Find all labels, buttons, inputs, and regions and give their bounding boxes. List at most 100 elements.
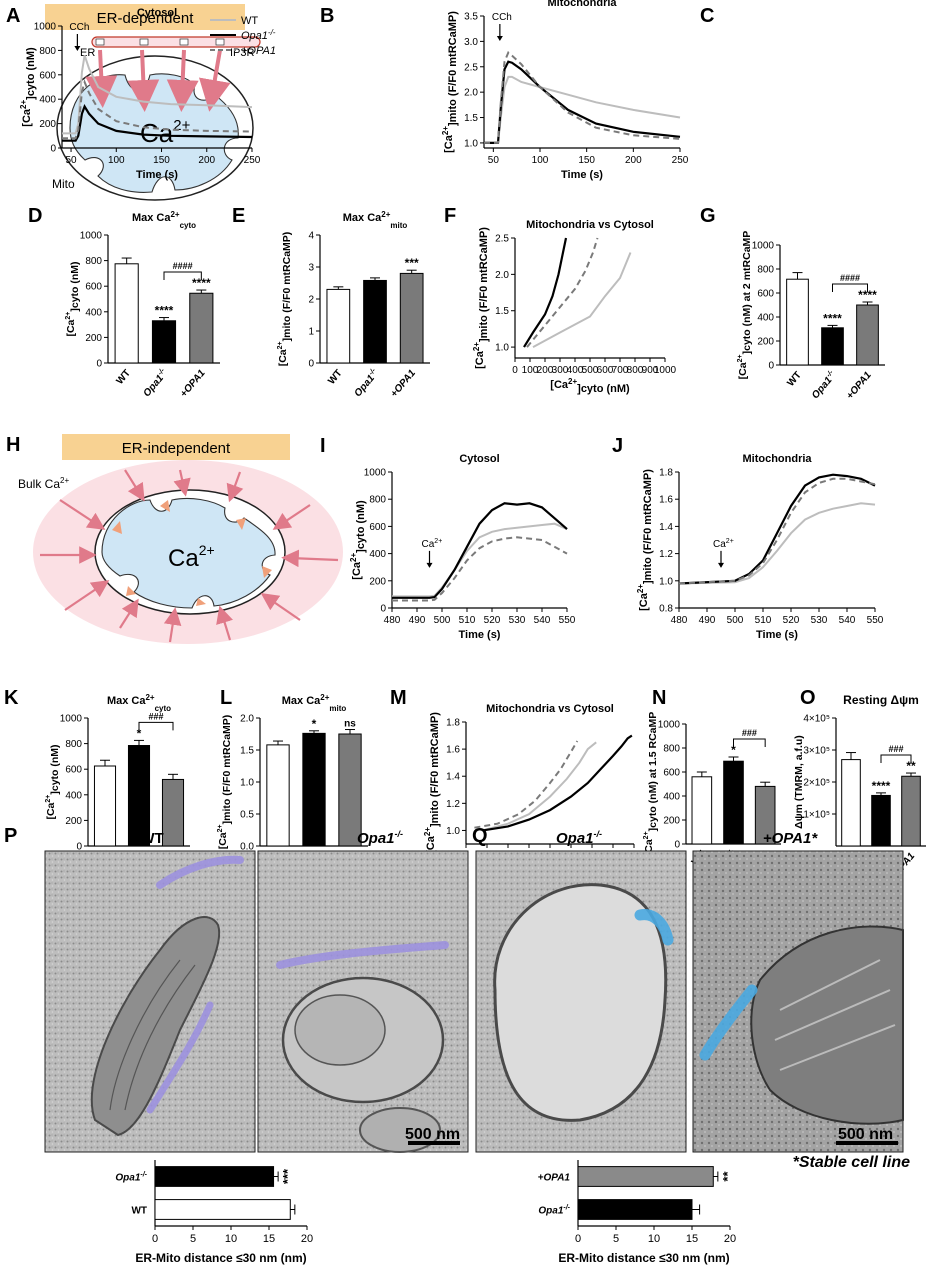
scalebar-label: 500 nm: [405, 1126, 460, 1143]
y-axis-label: [Ca2+]cyto (nM) at 2 mtRCaMP: [737, 231, 753, 380]
bar-2: [189, 292, 214, 364]
y-tick-label: 0: [76, 842, 82, 853]
chart-q-bar: 0 5 10 15 20 ER-Mito distance ≤30 nm (nm) ** +O…: [538, 1160, 736, 1265]
y-axis-label: [Ca2+]mito (F/F0 mtRCaMP): [441, 11, 459, 153]
em-title-plus-opa1: +OPA1*: [763, 830, 818, 847]
x-tick-label: 540: [534, 615, 551, 626]
x-tick-label: 100: [108, 155, 125, 166]
y-tick-label: 3.0: [464, 37, 478, 48]
ip3r-label: IP3R: [230, 47, 255, 59]
chart-p-bar: 0 5 10 15 20 ER-Mito distance ≤30 nm (nm) *** O…: [115, 1160, 313, 1265]
y-tick-label: 1.6: [659, 495, 673, 506]
significance-marker: **: [906, 759, 916, 773]
chart-g: G 0 200 400 600 800 1000[Ca2+]cyto (nM) at 2 m…: [700, 205, 885, 402]
stimulus-label: Ca2+: [713, 538, 734, 550]
y-tick-label: 1.6: [446, 745, 460, 756]
hbar-1: [154, 1199, 291, 1220]
y-axis-label: Δψm (TMRM, a.f.u): [793, 735, 805, 829]
y-tick-label: 3.5: [464, 12, 478, 23]
significance-marker: *: [137, 726, 142, 740]
em-title-wt: WT: [140, 830, 163, 847]
panel-q: Q Opa1-/- +OPA1* 500 nm *Stable cell lin…: [472, 825, 910, 1171]
x-tick-label: 520: [484, 615, 501, 626]
series-line-opa: [523, 237, 568, 348]
y-tick-label: 200: [85, 333, 102, 344]
y-axis-label: [Ca2+]cyto (nM) at 1.5 RCaMP: [643, 712, 659, 857]
chart-title: Max Ca2+mito: [343, 210, 408, 230]
y-tick-label: 400: [757, 313, 774, 324]
category-label: WT: [115, 368, 133, 387]
bar-0: [326, 288, 351, 364]
bulk-label: Bulk Ca2+: [18, 476, 69, 491]
panel-letter: J: [612, 435, 623, 457]
x-axis-label: Time (s): [136, 169, 178, 181]
x-axis-label: ER-Mito distance ≤30 nm (nm): [135, 1251, 306, 1265]
mito-label: Mito: [52, 177, 75, 191]
y-tick-label: 0: [674, 840, 680, 851]
x-tick-label: 520: [783, 615, 800, 626]
y-tick-label: 1×10⁵: [803, 810, 830, 821]
chart-title: Mitochondria vs Cytosol: [526, 219, 654, 231]
y-tick-label: 2.5: [464, 62, 478, 73]
x-tick-label: 250: [672, 155, 689, 166]
y-tick-label: 800: [39, 46, 56, 57]
y-tick-label: 600: [39, 70, 56, 81]
y-tick-label: 400: [65, 790, 82, 801]
category-label: Opa1-/-: [141, 367, 171, 399]
x-tick-label: 20: [301, 1233, 313, 1245]
y-tick-label: 0.0: [240, 842, 254, 853]
series-line-opa: [678, 473, 876, 585]
panel-letter: K: [4, 687, 19, 709]
hbar-1: [577, 1199, 693, 1220]
x-axis-label: Time (s): [756, 629, 798, 641]
y-tick-label: 1.0: [659, 576, 673, 587]
y-tick-label: 1000: [658, 720, 681, 731]
panel-letter: B: [320, 5, 334, 27]
legend-label: Opa1-/-: [241, 28, 276, 42]
x-tick-label: 510: [755, 615, 772, 626]
banner-text: ER-independent: [122, 440, 231, 457]
x-tick-label: 500: [582, 365, 599, 376]
panel-letter: N: [652, 687, 666, 709]
x-tick-label: 700: [612, 365, 629, 376]
series-line-plus: [62, 79, 253, 140]
significance-marker: ****: [155, 304, 174, 318]
chart-title: Mitochondria: [742, 453, 812, 465]
panel-letter: H: [6, 434, 20, 456]
er-membrane: [91, 36, 261, 48]
y-tick-label: 1.8: [659, 468, 673, 479]
bracket-marker: ###: [888, 744, 903, 754]
panel-letter: L: [220, 687, 232, 709]
bar-0: [266, 744, 290, 847]
legend-label: +OPA1: [241, 45, 276, 57]
y-tick-label: 200: [65, 816, 82, 827]
bar-0: [841, 759, 861, 847]
x-tick-label: 400: [567, 365, 584, 376]
bar-2: [399, 272, 424, 364]
er-label: ER: [80, 47, 95, 59]
y-tick-label: 400: [85, 307, 102, 318]
panel-letter: E: [232, 205, 245, 227]
chart-j: J 0.8 1.0 1.2 1.4 1.6 1.8 480 490 500 510 520 530 540…: [612, 435, 884, 641]
x-tick-label: 20: [724, 1233, 736, 1245]
bar-1: [363, 279, 387, 364]
y-tick-label: 200: [663, 816, 680, 827]
chart-title: Mitochondria vs Cytosol: [486, 703, 614, 715]
stimulus-label: CCh: [492, 12, 512, 23]
stimulus-arrowhead: [718, 562, 724, 568]
y-axis-label: [Ca2+]cyto (nM): [19, 47, 37, 127]
series-line-wt: [62, 54, 253, 135]
y-axis-label: [Ca2+]mito (F/F0 mtRCaMP): [636, 469, 654, 611]
x-tick-label: 5: [190, 1233, 196, 1245]
chart-title: Max Ca2+mito: [282, 693, 347, 713]
stimulus-label: Ca2+: [422, 538, 443, 550]
significance-marker: *: [312, 717, 317, 731]
chart-l: L 0.0 0.5 1.0 1.5 2.0 Max Ca2+mito [Ca2+]mito (…: [217, 687, 368, 883]
y-tick-label: 0: [96, 359, 102, 370]
x-tick-label: 300: [552, 365, 569, 376]
chart-i: I 0 200 400 600 800 1000 480 490 500 510 520 530 540 5…: [320, 435, 576, 641]
panel-letter: D: [28, 205, 42, 227]
bar-1: [302, 732, 326, 847]
hbar-0: [577, 1166, 714, 1187]
